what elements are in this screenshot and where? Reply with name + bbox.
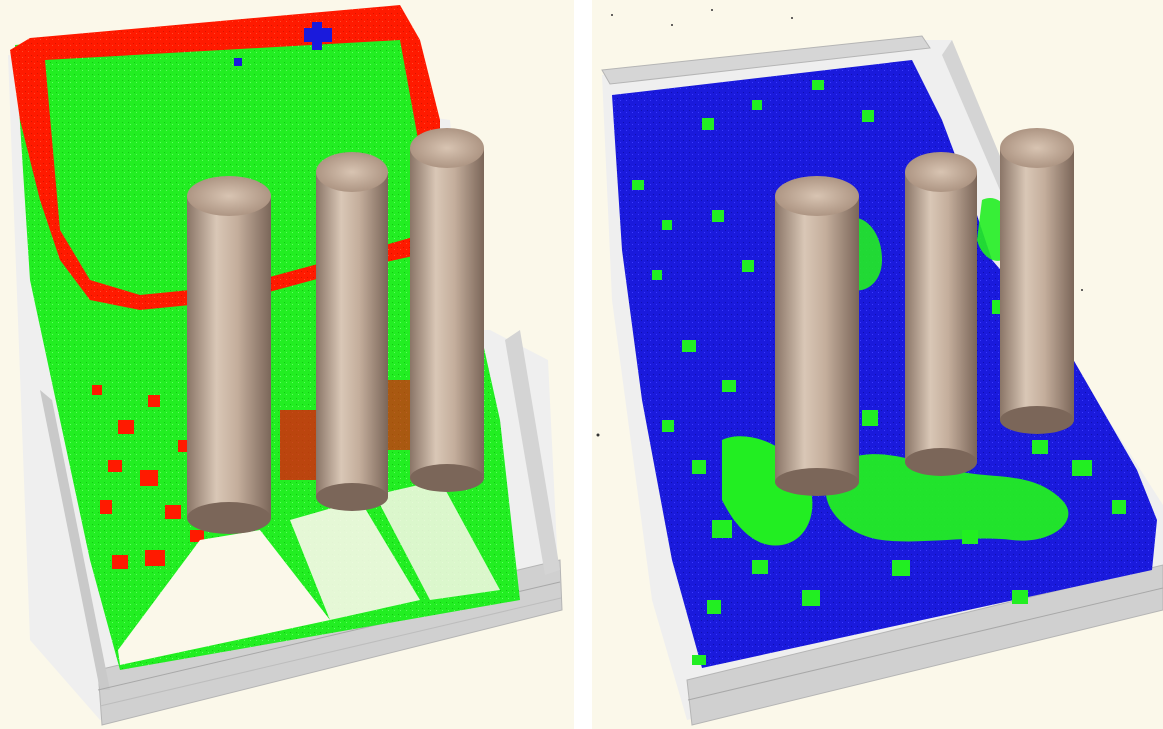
pillar-left-1 <box>187 176 271 534</box>
panel-gap <box>574 0 592 729</box>
particles-blue-left <box>234 22 332 66</box>
pillar-right-3 <box>1000 128 1074 434</box>
stray-particles-right <box>596 9 1083 437</box>
particles-blue-right <box>612 60 1157 668</box>
simulation-render-left <box>8 5 563 726</box>
pillar-right-1 <box>775 176 859 496</box>
simulation-panel-left <box>0 0 574 729</box>
simulation-panel-right <box>592 0 1163 729</box>
pillar-left-2 <box>316 152 388 511</box>
simulation-render-right <box>596 9 1163 726</box>
pillar-left-3 <box>410 128 484 492</box>
pillar-right-2 <box>905 152 977 476</box>
dry-floor-left <box>118 480 500 665</box>
